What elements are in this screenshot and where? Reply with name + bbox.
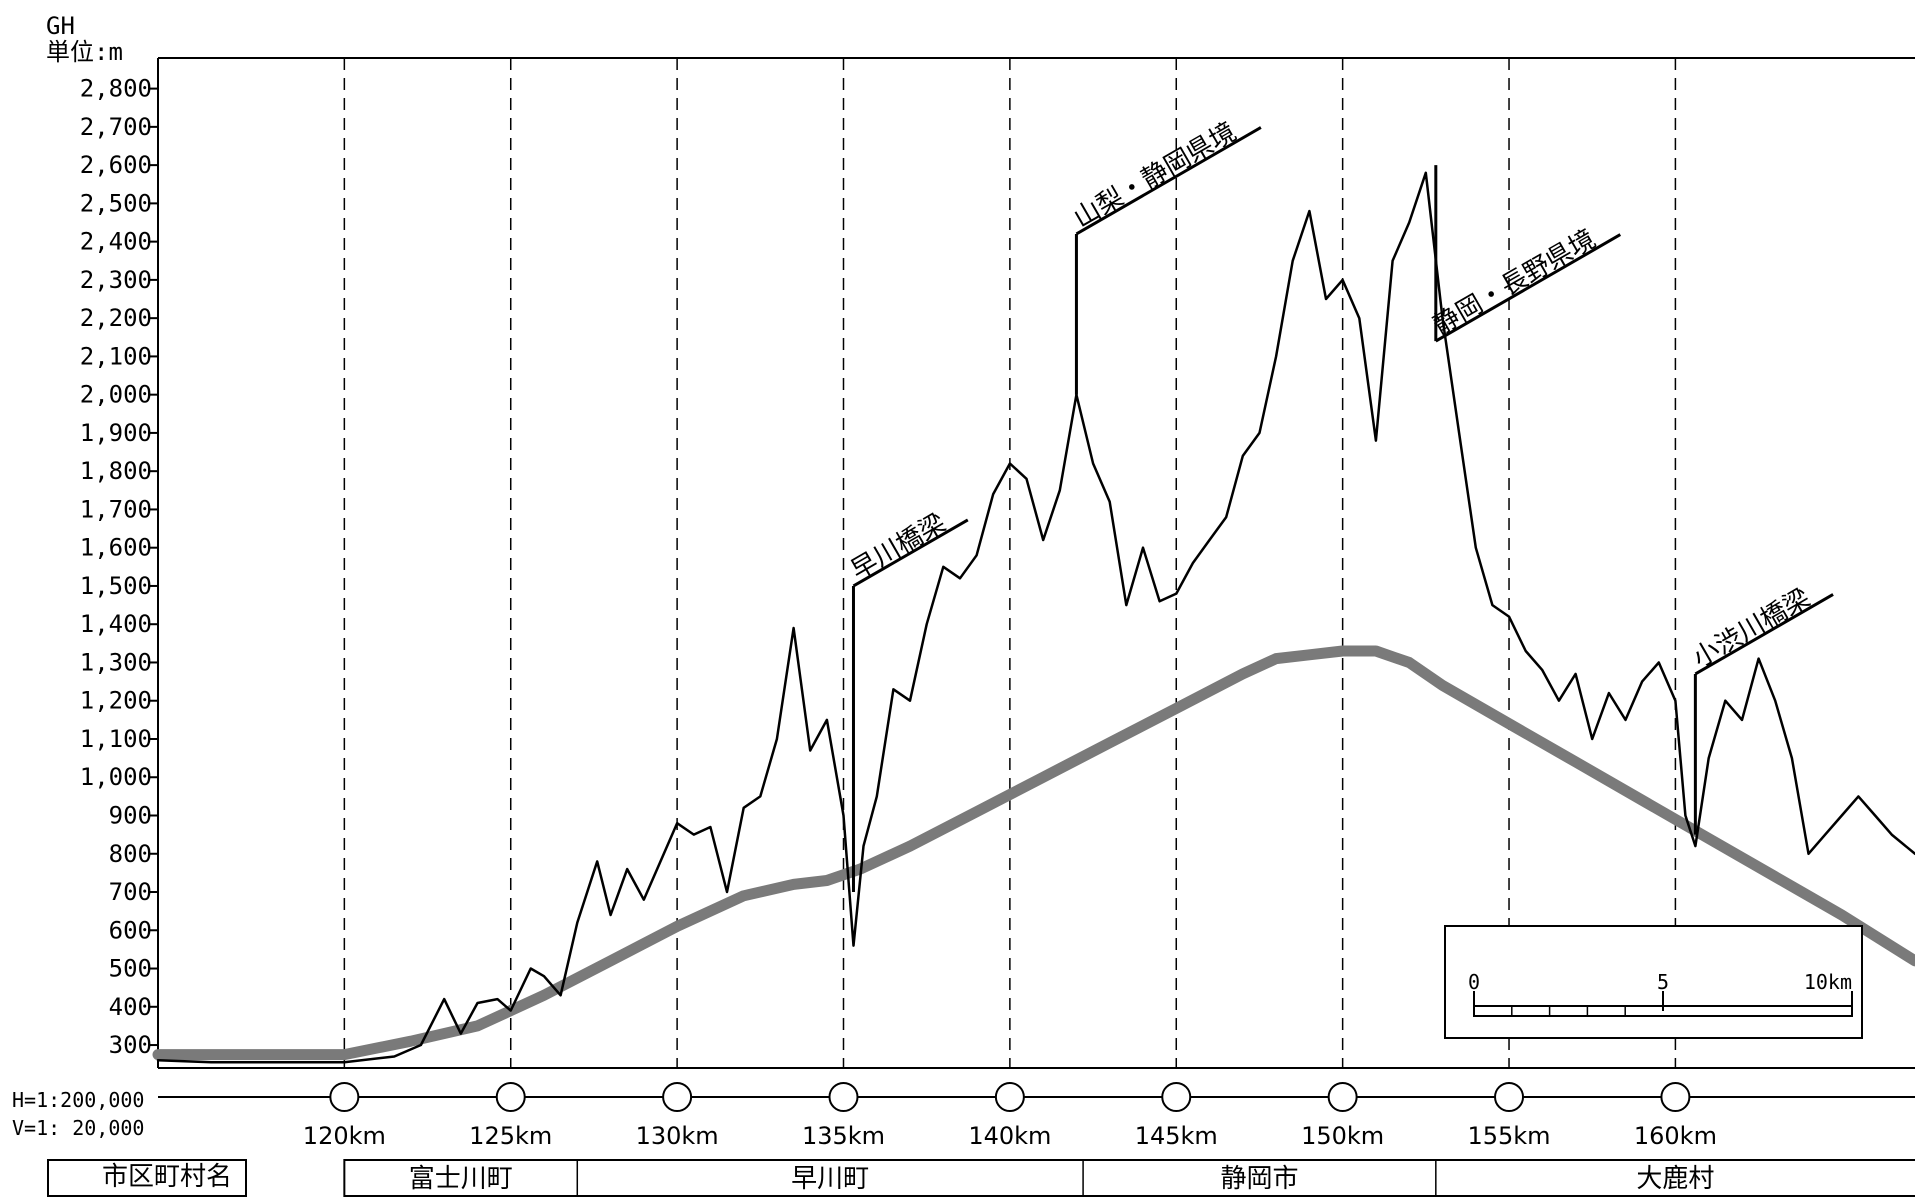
km-marker [1660, 1082, 1691, 1112]
y-tick-label: 2,000 [80, 381, 152, 409]
x-tick-label: 150km [1301, 1122, 1384, 1150]
y-tick-label: 900 [109, 802, 152, 830]
y-tick-label: 2,500 [80, 189, 152, 217]
y-tick-label: 1,200 [80, 687, 152, 715]
vertical-scale-label: V=1: 20,000 [12, 1116, 144, 1140]
y-tick-label: 600 [109, 916, 152, 944]
series-lines [152, 171, 1915, 1064]
annotation-underline [1075, 126, 1262, 236]
y-tick-label: 700 [109, 878, 152, 906]
x-tick-label: 160km [1634, 1122, 1717, 1150]
y-tick-label: 2,200 [80, 304, 152, 332]
unit-label: 単位:m [46, 38, 123, 66]
scale-bar: 0 5 10km [1444, 925, 1863, 1039]
annotation-label: 早川橋梁 [846, 508, 951, 586]
km-marker [329, 1082, 360, 1112]
municipality-table: 富士川町 早川町 静岡市 大鹿村 [47, 1159, 1915, 1197]
municipality-name: 静岡市 [1220, 1164, 1298, 1194]
y-tick-label: 2,700 [80, 113, 152, 141]
y-tick-label: 1,600 [80, 534, 152, 562]
x-tick-label: 155km [1467, 1122, 1550, 1150]
horizontal-scale-label: H=1:200,000 [12, 1088, 144, 1112]
y-tick-label: 2,600 [80, 151, 152, 179]
y-tick-label: 1,100 [80, 725, 152, 753]
y-tick-label: 1,400 [80, 610, 152, 638]
y-tick-label: 1,000 [80, 763, 152, 791]
y-axis: 300 400 500 600 700 800 900 1,000 1,100 1,200 1,30… [80, 75, 158, 1059]
ground-profile-line [156, 171, 1915, 1064]
y-tick-label: 400 [109, 993, 152, 1021]
x-axis: 120km 125km 130km 135km 140km 145km 150km 155km… [158, 1082, 1915, 1150]
table-header-cell [47, 1159, 247, 1197]
y-tick-label: 2,300 [80, 266, 152, 294]
annotation-label: 山梨・静岡県境 [1069, 117, 1242, 234]
scale-bar-label: 0 [1468, 970, 1480, 994]
y-tick-label: 300 [109, 1031, 152, 1059]
y-tick-label: 800 [109, 840, 152, 868]
y-tick-label: 1,500 [80, 572, 152, 600]
y-axis-title: GH [46, 12, 75, 40]
y-tick-label: 1,900 [80, 419, 152, 447]
km-marker [994, 1082, 1025, 1112]
km-marker [1161, 1082, 1192, 1112]
x-tick-label: 135km [802, 1122, 885, 1150]
y-tick-label: 1,800 [80, 457, 152, 485]
scale-bar-box [1444, 925, 1863, 1039]
km-marker [828, 1082, 859, 1112]
y-tick-label: 2,100 [80, 342, 152, 370]
annotation-label: 静岡・長野県境 [1428, 224, 1601, 341]
table-header: 市区町村名 [102, 1162, 232, 1192]
annotation-underline [852, 518, 969, 588]
annotation-label: 小渋川橋梁 [1688, 583, 1816, 674]
table-row [343, 1159, 1915, 1197]
municipality-name: 富士川町 [409, 1164, 513, 1194]
y-tick-label: 500 [109, 955, 152, 983]
x-tick-label: 140km [968, 1122, 1051, 1150]
municipality-name: 大鹿村 [1636, 1164, 1714, 1194]
km-marker [1494, 1082, 1525, 1112]
annotation-underline [1435, 233, 1622, 343]
scale-bar-label: 5 [1657, 970, 1669, 994]
x-tick-label: 145km [1135, 1122, 1218, 1150]
vertical-grid [157, 57, 1915, 1069]
annotation-underline [1694, 593, 1834, 676]
y-tick-label: 1,700 [80, 495, 152, 523]
y-tick-label: 2,800 [80, 75, 152, 103]
x-tick-label: 120km [303, 1122, 386, 1150]
municipality-name: 早川町 [791, 1164, 869, 1194]
km-marker [495, 1082, 526, 1112]
km-marker [1327, 1082, 1358, 1112]
scale-bar-label: 10km [1804, 970, 1852, 994]
route-line [152, 645, 1915, 1061]
y-tick-label: 2,400 [80, 228, 152, 256]
y-tick-label: 1,300 [80, 648, 152, 676]
km-marker [662, 1082, 693, 1112]
x-tick-label: 130km [636, 1122, 719, 1150]
x-tick-label: 125km [469, 1122, 552, 1150]
